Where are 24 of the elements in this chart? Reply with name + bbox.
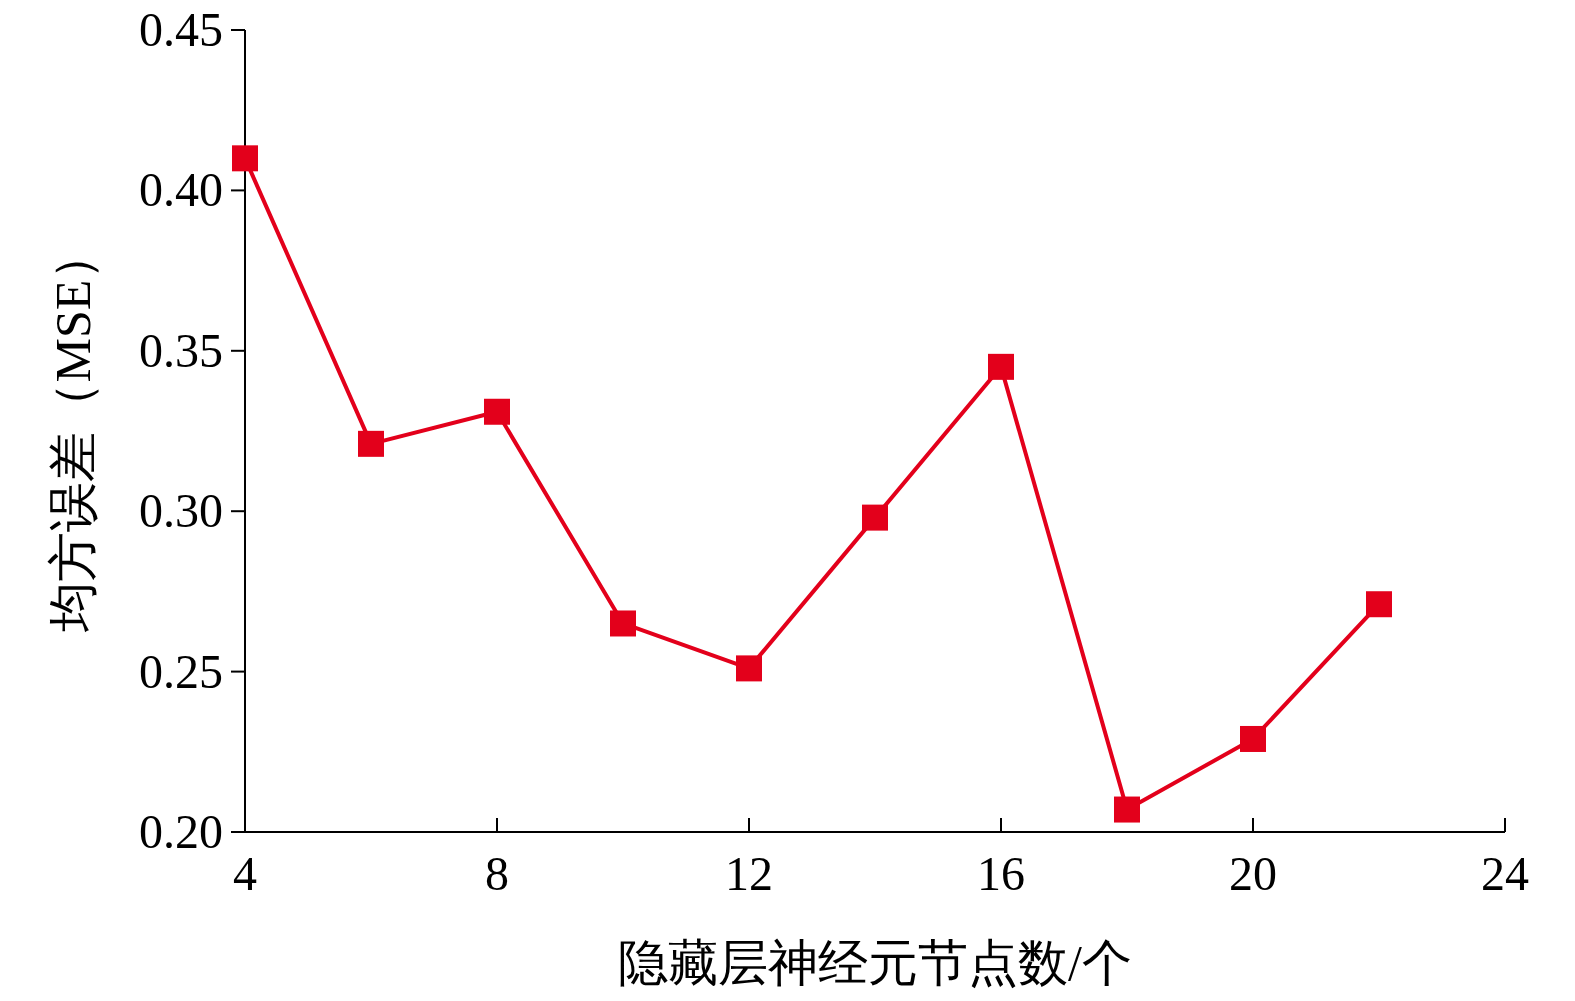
x-tick-label: 16 <box>977 847 1025 900</box>
x-axis-title: 隐藏层神经元节点数/个 <box>618 935 1132 991</box>
y-tick-label: 0.30 <box>139 484 223 538</box>
y-tick-label: 0.45 <box>139 3 223 56</box>
x-tick-label: 8 <box>485 847 509 900</box>
point <box>484 398 510 425</box>
point <box>736 655 762 682</box>
point <box>232 145 258 172</box>
point <box>1114 796 1140 823</box>
point <box>988 353 1014 380</box>
point <box>862 504 888 531</box>
x-tick-label: 20 <box>1229 847 1277 900</box>
x-tick-label: 4 <box>233 847 257 900</box>
x-tick-label: 12 <box>725 847 773 900</box>
point <box>1240 725 1266 752</box>
y-tick-label: 0.25 <box>139 644 223 698</box>
y-axis-title: 均方误差（MSE） <box>45 229 101 634</box>
y-tick-label: 0.40 <box>139 163 223 217</box>
point <box>610 610 636 637</box>
point <box>1366 591 1392 618</box>
y-tick-label: 0.20 <box>139 805 223 858</box>
y-tick-label: 0.35 <box>139 323 223 377</box>
x-tick-label: 24 <box>1481 847 1529 900</box>
point <box>358 430 384 457</box>
